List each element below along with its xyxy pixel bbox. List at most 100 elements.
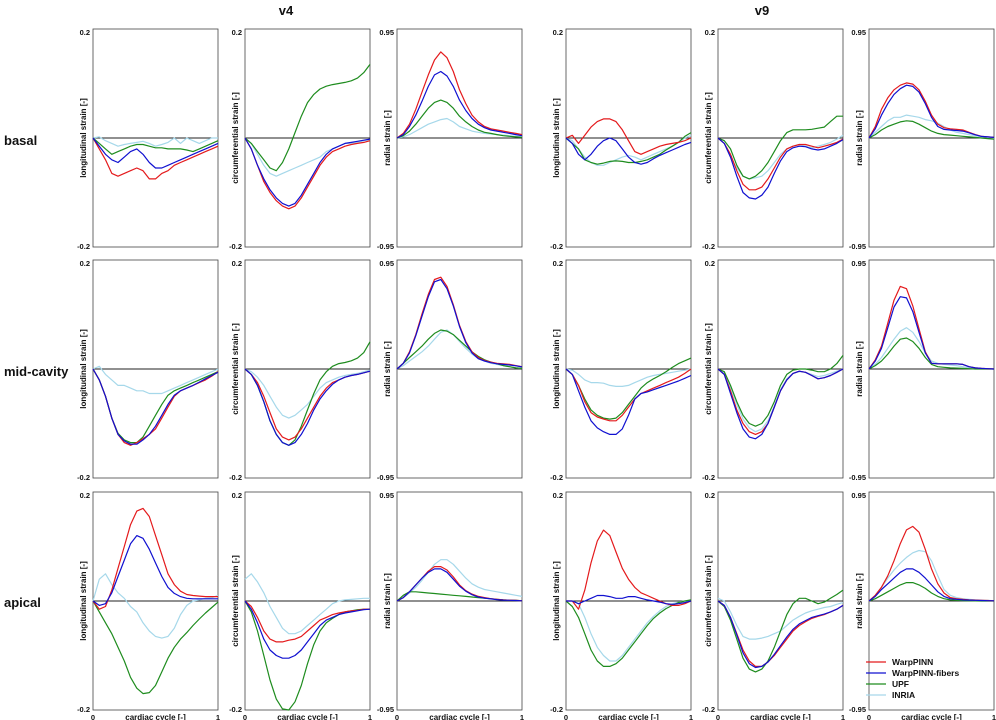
panel-apical-v4-circumferential-line-upf (244, 600, 370, 711)
panel-basal-v4-longitudinal-ytick-top: 0.2 (80, 28, 90, 37)
panel-mid-cavity-v4-radial-ytick-top: 0.95 (379, 259, 394, 268)
panel-mid-cavity-v9-longitudinal-ytick-top: 0.2 (553, 259, 563, 268)
panel-basal-v9-circumferential: 0.2 -0.2 circumferential strain [-] (702, 28, 844, 251)
panel-basal-v4-radial: 0.95 -0.95 radial strain [-] (377, 28, 523, 251)
panel-apical-v9-radial-xlabel: cardiac cycle [-] (901, 713, 962, 720)
panel-apical-v4-radial-xtick-0: 0 (395, 713, 399, 720)
panel-mid-cavity-v9-radial-ytick-bottom: -0.95 (849, 473, 866, 482)
panel-apical-v9-circumferential-ytick-top: 0.2 (705, 491, 715, 500)
panel-mid-cavity-v4-radial-ytick-bottom: -0.95 (377, 473, 394, 482)
panel-apical-v9-radial-xtick-0: 0 (867, 713, 871, 720)
panel-mid-cavity-v4-radial-line-upf (396, 329, 523, 370)
panel-grid: 0.2 -0.2 longitudinal strain [-] 0.2 -0.2 cir… (77, 28, 996, 720)
panel-apical-v9-radial-xtick-1: 1 (992, 713, 996, 720)
panel-mid-cavity-v9-circumferential-line-warppinn-fibers (717, 368, 844, 440)
panel-mid-cavity-v9-longitudinal-line-warppinn (565, 368, 692, 422)
panel-apical-v9-circumferential-line-warppinn-fibers (717, 600, 844, 669)
panel-mid-cavity-v9-circumferential-line-upf (717, 355, 844, 427)
panel-mid-cavity-v4-radial: 0.95 -0.95 radial strain [-] (377, 259, 523, 482)
panel-mid-cavity-v9-radial-line-inria (868, 327, 994, 370)
panel-mid-cavity-v4-circumferential-ytick-top: 0.2 (232, 259, 242, 268)
panel-apical-v9-longitudinal-ylabel: longitudinal strain [-] (552, 561, 561, 641)
panel-basal-v9-longitudinal-ytick-top: 0.2 (553, 28, 563, 37)
panel-apical-v4-circumferential-ylabel: circumferential strain [-] (231, 555, 240, 647)
panel-mid-cavity-v9-longitudinal-ylabel: longitudinal strain [-] (552, 329, 561, 409)
panel-apical-v4-circumferential-xtick-0: 0 (243, 713, 247, 720)
panel-apical-v9-radial: 0.95 -0.95 radial strain [-] 0 1 cardiac cycl… (849, 491, 996, 720)
panel-basal-v4-longitudinal-line-warppinn (92, 137, 219, 180)
panel-apical-v9-circumferential: 0.2 -0.2 circumferential strain [-] 0 1 cardi… (702, 491, 845, 720)
panel-apical-v4-radial-ylabel: radial strain [-] (383, 573, 392, 629)
panel-apical-v4-longitudinal-line-warppinn (92, 507, 218, 610)
panel-mid-cavity-v4-radial-line-warppinn-fibers (396, 278, 523, 370)
panel-mid-cavity-v9-longitudinal: 0.2 -0.2 longitudinal strain [-] (550, 259, 692, 482)
panel-mid-cavity-v9-circumferential-ytick-bottom: -0.2 (702, 473, 715, 482)
panel-apical-v4-longitudinal-line-upf (92, 600, 219, 695)
panel-basal-v4-radial-ytick-bottom: -0.95 (377, 242, 394, 251)
panel-basal-v9-radial-line-warppinn (868, 82, 995, 139)
panel-basal-v9-circumferential-ytick-bottom: -0.2 (702, 242, 715, 251)
panel-apical-v9-longitudinal-xtick-1: 1 (689, 713, 693, 720)
panel-basal-v9-radial-line-inria (868, 114, 995, 139)
panel-basal-v4-longitudinal: 0.2 -0.2 longitudinal strain [-] (77, 28, 219, 251)
panel-basal-v4-radial-line-inria (396, 117, 523, 139)
panel-mid-cavity-v4-longitudinal-ytick-bottom: -0.2 (77, 473, 90, 482)
panel-mid-cavity-v9-longitudinal-ytick-bottom: -0.2 (550, 473, 563, 482)
panel-mid-cavity-v4-longitudinal-line-inria (92, 365, 219, 395)
panel-apical-v4-longitudinal: 0.2 -0.2 longitudinal strain [-] 0 1 cardiac … (77, 491, 220, 720)
panel-apical-v4-circumferential: 0.2 -0.2 circumferential strain [-] 0 1 cardi… (229, 491, 372, 720)
group-title-v4: v4 (279, 3, 294, 18)
panel-basal-v9-radial-line-upf (868, 120, 995, 140)
panel-mid-cavity-v9-longitudinal-line-warppinn-fibers (565, 368, 692, 435)
panel-apical-v9-radial-line-upf (868, 581, 994, 602)
panel-mid-cavity-v9-radial-ytick-top: 0.95 (851, 259, 866, 268)
panel-basal-v4-radial-line-warppinn-fibers (396, 70, 523, 139)
panel-mid-cavity-v4-longitudinal: 0.2 -0.2 longitudinal strain [-] (77, 259, 219, 482)
panel-mid-cavity-v9-longitudinal-line-inria (565, 368, 692, 387)
panel-apical-v9-circumferential-xlabel: cardiac cycle [-] (750, 713, 811, 720)
row-label-mid-cavity: mid-cavity (4, 364, 69, 379)
panel-apical-v4-radial-xlabel: cardiac cycle [-] (429, 713, 490, 720)
panel-mid-cavity-v4-longitudinal-ytick-top: 0.2 (80, 259, 90, 268)
panel-apical-v9-longitudinal: 0.2 -0.2 longitudinal strain [-] 0 1 cardiac … (550, 491, 693, 720)
panel-basal-v4-longitudinal-line-inria (92, 136, 218, 147)
panel-basal-v9-circumferential-ytick-top: 0.2 (705, 28, 715, 37)
panel-apical-v9-circumferential-xtick-1: 1 (841, 713, 845, 720)
panel-apical-v9-longitudinal-line-warppinn (566, 529, 692, 610)
panel-basal-v9-longitudinal-ylabel: longitudinal strain [-] (552, 98, 561, 178)
panel-basal-v4-longitudinal-line-warppinn-fibers (92, 137, 219, 169)
panel-apical-v4-circumferential-ytick-top: 0.2 (232, 491, 242, 500)
panel-basal-v4-circumferential-ylabel: circumferential strain [-] (231, 92, 240, 184)
panel-apical-v4-radial-ytick-top: 0.95 (379, 491, 394, 500)
panel-basal-v9-longitudinal: 0.2 -0.2 longitudinal strain [-] (550, 28, 692, 251)
panel-basal-v4-circumferential: 0.2 -0.2 circumferential strain [-] (229, 28, 371, 251)
panel-basal-v9-radial-ytick-top: 0.95 (851, 28, 866, 37)
legend-label-inria: INRIA (892, 690, 915, 700)
panel-mid-cavity-v4-circumferential: 0.2 -0.2 circumferential strain [-] (229, 259, 371, 482)
panel-apical-v9-radial-line-warppinn (868, 525, 995, 602)
panel-apical-v9-radial-ytick-top: 0.95 (851, 491, 866, 500)
panel-basal-v4-circumferential-line-upf (244, 64, 371, 172)
panel-mid-cavity-v9-radial-line-warppinn-fibers (868, 296, 995, 370)
row-label-basal: basal (4, 133, 37, 148)
panel-apical-v4-radial-line-inria (396, 559, 523, 602)
panel-apical-v9-circumferential-xtick-0: 0 (716, 713, 720, 720)
panel-basal-v9-radial-ylabel: radial strain [-] (855, 110, 864, 166)
panel-apical-v4-longitudinal-ylabel: longitudinal strain [-] (79, 561, 88, 641)
panel-mid-cavity-v4-circumferential-ytick-bottom: -0.2 (229, 473, 242, 482)
panel-basal-v4-circumferential-ytick-bottom: -0.2 (229, 242, 242, 251)
panel-apical-v9-circumferential-line-upf (717, 589, 844, 673)
legend-label-upf: UPF (892, 679, 909, 689)
panel-apical-v9-longitudinal-xlabel: cardiac cycle [-] (598, 713, 659, 720)
panel-mid-cavity-v4-circumferential-line-warppinn-fibers (244, 368, 371, 446)
panel-apical-v9-radial-ytick-bottom: -0.95 (849, 705, 866, 714)
row-label-apical: apical (4, 595, 41, 610)
panel-basal-v4-radial-line-upf (396, 99, 523, 139)
panel-apical-v9-circumferential-ytick-bottom: -0.2 (702, 705, 715, 714)
panel-basal-v9-radial: 0.95 -0.95 radial strain [-] (849, 28, 995, 251)
panel-apical-v9-longitudinal-line-upf (565, 599, 692, 668)
panel-mid-cavity-v4-radial-line-warppinn (396, 276, 523, 370)
group-title-v9: v9 (755, 3, 769, 18)
panel-mid-cavity-v9-circumferential-ylabel: circumferential strain [-] (704, 323, 713, 415)
